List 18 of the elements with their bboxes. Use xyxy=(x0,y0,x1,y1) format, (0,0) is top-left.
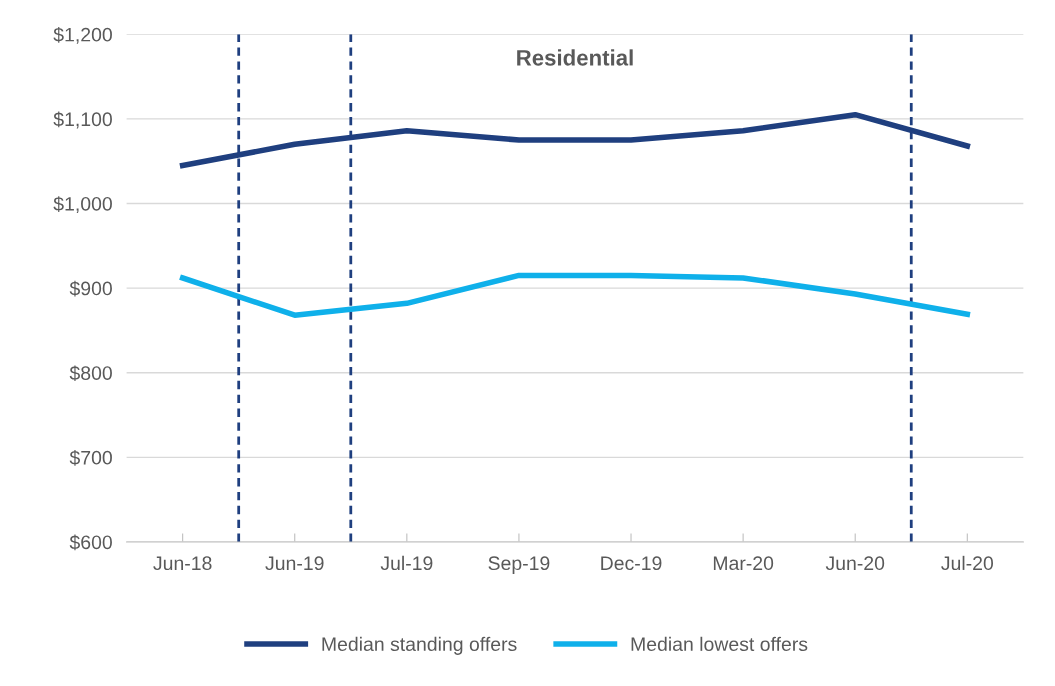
legend-label: Median lowest offers xyxy=(631,636,808,652)
text: Residential xyxy=(517,49,633,66)
y-tick-label: $1,100 xyxy=(53,111,112,129)
x-tick-label: Jun-18 xyxy=(153,556,212,571)
x-tick-label: Jun-20 xyxy=(825,556,885,571)
x-tick-label: Dec-19 xyxy=(601,556,662,571)
x-tick-label: Jul-20 xyxy=(941,555,994,571)
y-tick-label: $800 xyxy=(69,365,112,382)
x-tick-label: Mar-20 xyxy=(713,556,774,571)
y-tick-label: $900 xyxy=(69,280,112,297)
x-tick-label: Sep-19 xyxy=(488,556,550,574)
y-tick-label: $1,000 xyxy=(53,196,112,214)
x-tick-label: Jun-19 xyxy=(265,556,324,571)
legend-label: Median standing offers xyxy=(322,636,517,655)
y-tick-label: $1,200 xyxy=(53,26,112,44)
y-tick-label: $700 xyxy=(69,449,112,466)
y-tick-label: $600 xyxy=(69,534,112,551)
x-tick-label: Jul-19 xyxy=(380,555,433,571)
